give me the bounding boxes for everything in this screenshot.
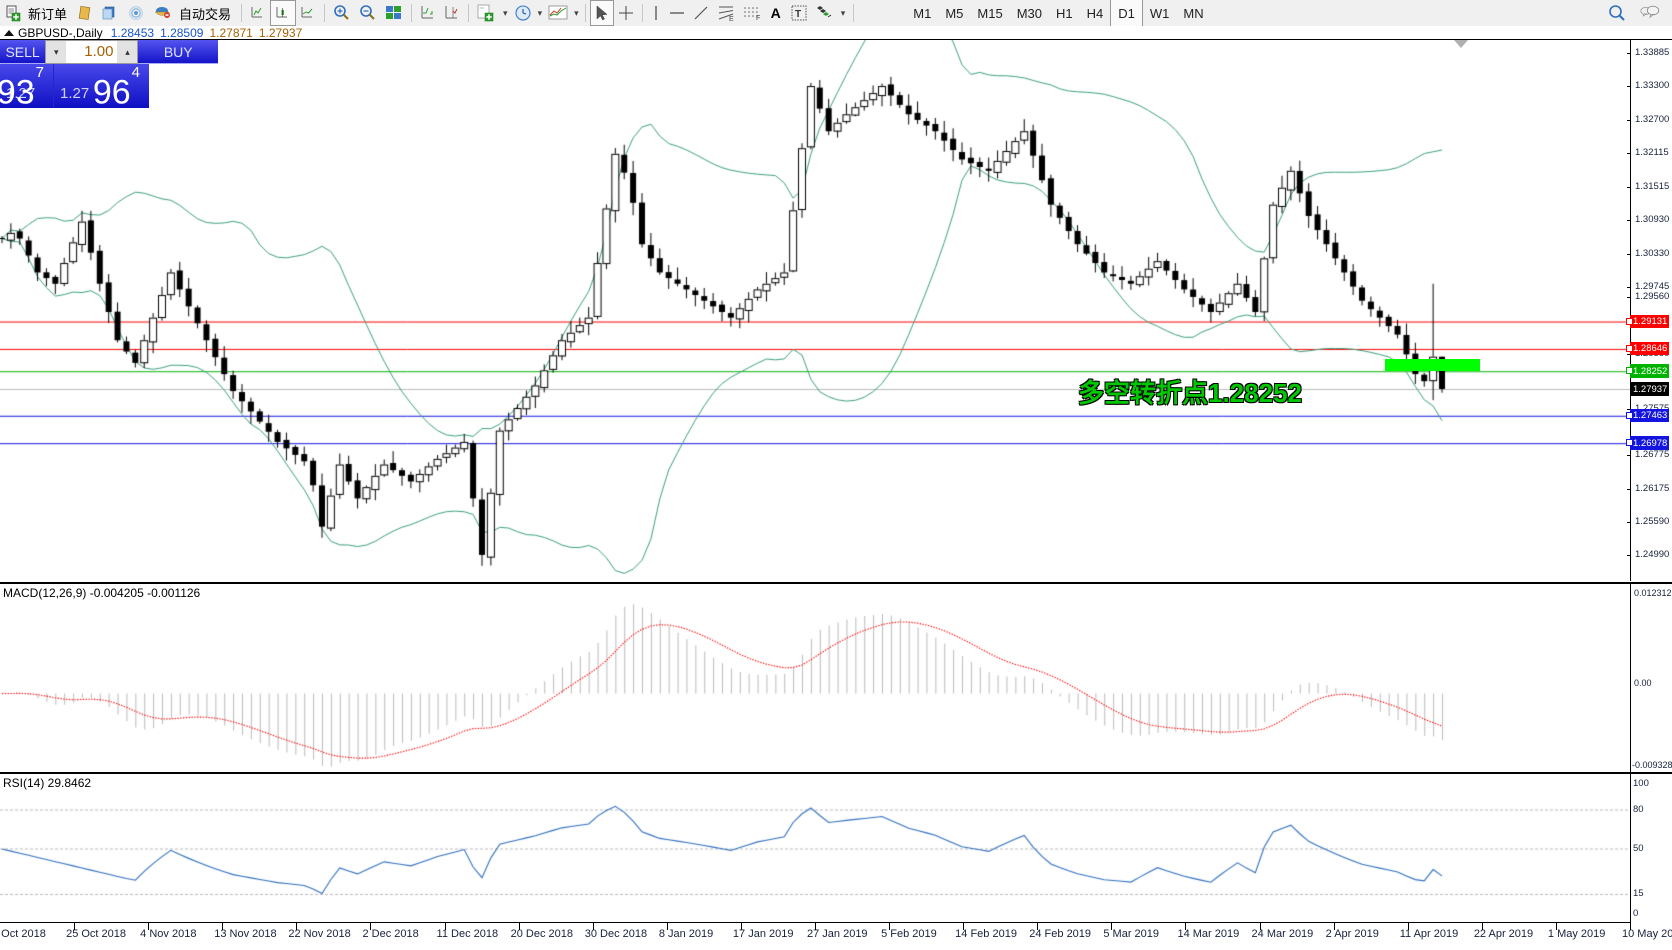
svg-text:T: T — [795, 9, 801, 20]
svg-text:F: F — [756, 15, 760, 20]
svg-text:E: E — [729, 16, 734, 21]
